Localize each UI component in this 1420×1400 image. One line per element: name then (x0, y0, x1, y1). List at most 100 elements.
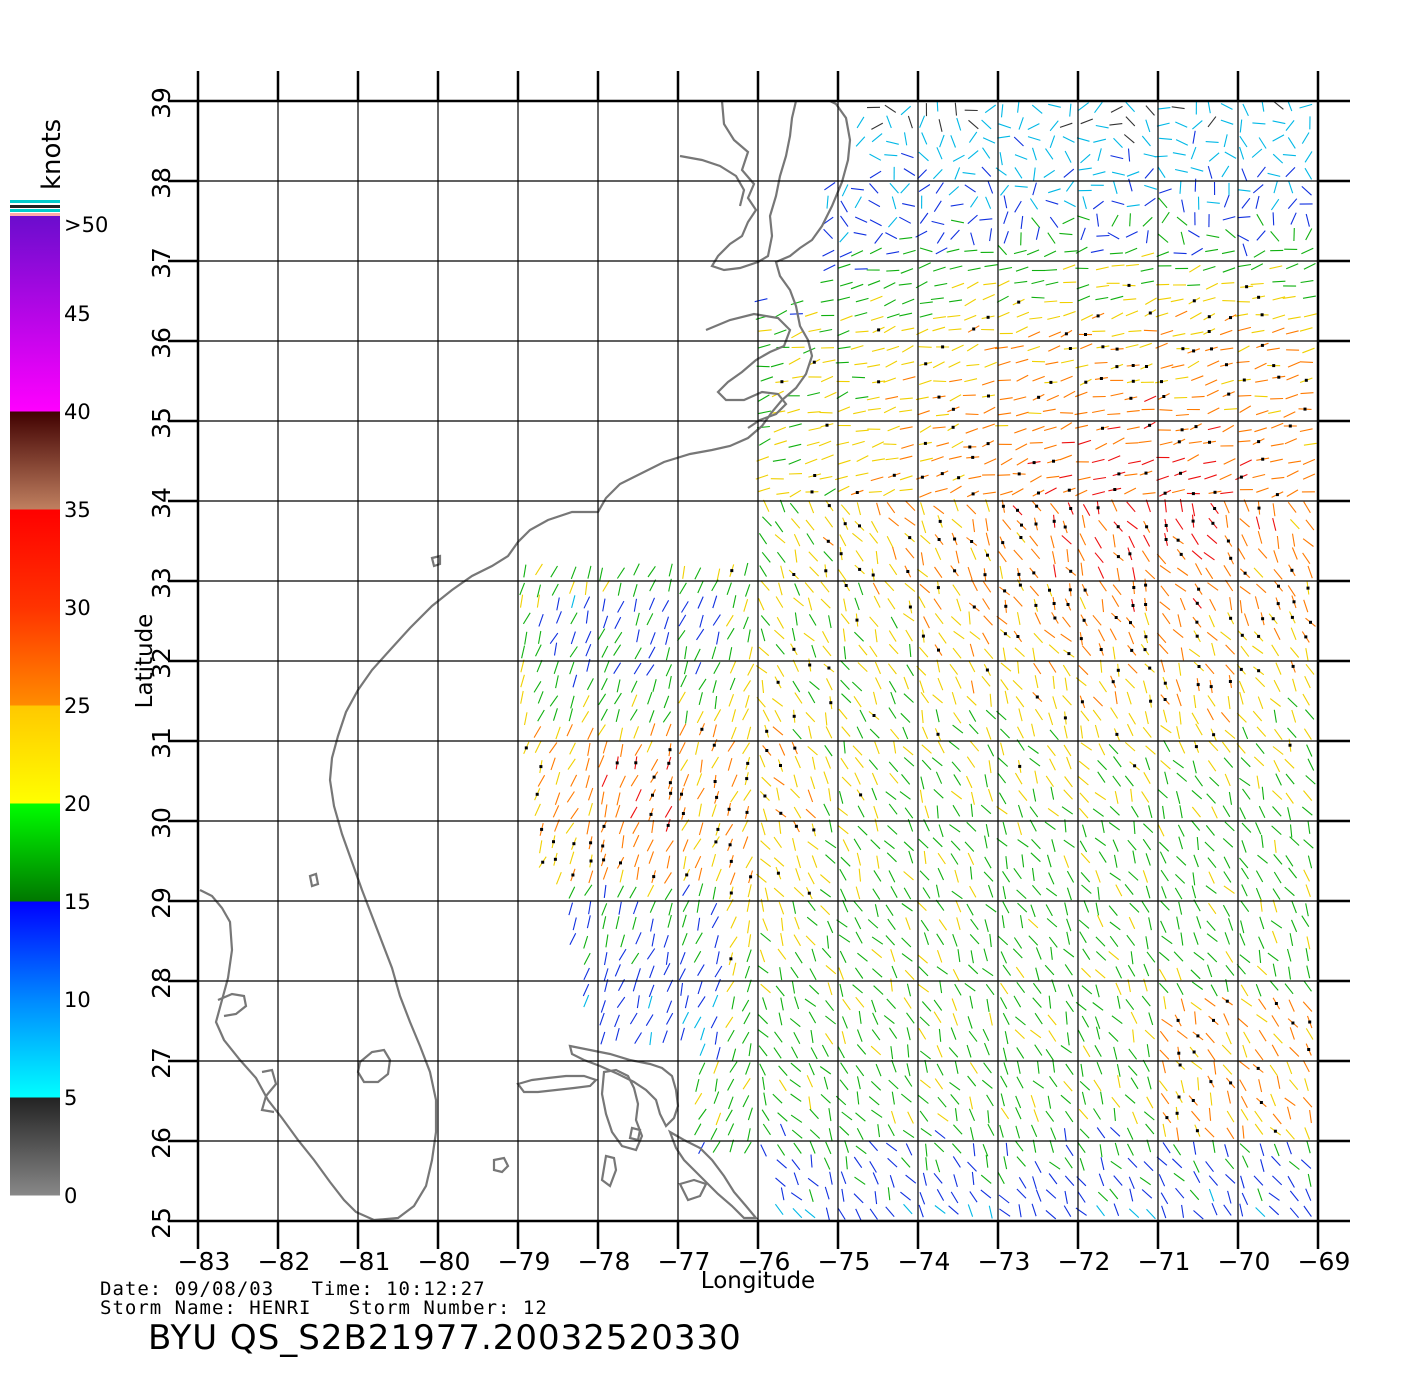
wind-barb (792, 680, 801, 693)
wind-barb (948, 361, 961, 368)
wind-barb (1065, 1000, 1074, 1013)
wind-barb (1127, 839, 1137, 851)
wind-barb (982, 147, 991, 159)
wind-barb (1269, 980, 1279, 991)
wind-barb (918, 596, 926, 609)
wind-barb (664, 872, 672, 884)
wind-barb (1094, 969, 1106, 979)
wind-barb (1111, 264, 1125, 267)
wind-barb (1191, 789, 1203, 800)
lat-tick-label: 31 (147, 727, 176, 759)
wind-barb (1211, 806, 1218, 819)
wind-barb (1014, 428, 1027, 434)
wind-barb (1091, 458, 1105, 464)
wind-barb (948, 1047, 959, 1058)
rain-flag-dot (1177, 1095, 1181, 1099)
wind-barb (1126, 691, 1132, 705)
wind-barb (1113, 1107, 1116, 1121)
wind-barb (1095, 1026, 1101, 1040)
wind-barb (1288, 180, 1294, 194)
wind-barb (1098, 519, 1108, 531)
wind-barb (1020, 215, 1024, 229)
wind-barb (1223, 1204, 1232, 1216)
wind-barb (825, 1207, 830, 1221)
wind-barb (885, 791, 897, 801)
rain-flag-dot (1160, 380, 1163, 384)
wind-barb (760, 840, 771, 850)
rain-flag-dot (1020, 523, 1023, 527)
wind-barb (933, 1172, 943, 1184)
wind-barb (1192, 130, 1196, 144)
wind-barb (552, 708, 558, 721)
wind-barb (731, 996, 735, 1010)
wind-barb (982, 632, 990, 645)
wind-barb (871, 772, 879, 786)
wind-barb (780, 997, 784, 1011)
wind-barb (1287, 697, 1298, 708)
wind-barb (725, 823, 734, 836)
wind-barb (946, 248, 960, 253)
rain-flag-dot (746, 761, 750, 765)
wind-barb (1302, 458, 1316, 466)
wind-barb (1062, 695, 1072, 706)
wind-barb (884, 299, 896, 307)
wind-barb (1272, 296, 1286, 301)
wind-barb (900, 712, 911, 723)
wind-barb (1223, 1013, 1230, 1026)
wind-barb (793, 597, 804, 607)
rain-flag-dot (615, 761, 619, 765)
rain-flag-dot (1272, 364, 1276, 368)
wind-barb (744, 562, 749, 576)
rain-flag-dot (1257, 440, 1261, 444)
rain-flag-dot (792, 714, 796, 718)
wind-barb (646, 664, 655, 676)
wind-barb (648, 646, 656, 659)
wind-barb (1016, 458, 1029, 466)
rain-flag-dot (1048, 588, 1051, 592)
wind-barb (1301, 247, 1314, 255)
wind-barb (870, 1081, 882, 1091)
wind-barb (1173, 1172, 1185, 1182)
wind-barb (1000, 184, 1010, 196)
wind-barb (1141, 791, 1150, 803)
wind-barb (1289, 824, 1293, 838)
wind-barb (1081, 1091, 1087, 1105)
wind-barb (1013, 396, 1027, 401)
rain-flag-dot (1288, 743, 1292, 747)
wind-barb (1077, 295, 1091, 302)
wind-barb (935, 709, 940, 723)
wind-barb (950, 203, 964, 207)
wind-barb (698, 678, 707, 691)
wind-barb (1288, 999, 1295, 1012)
wind-barb (1109, 628, 1117, 641)
wind-barb (1078, 1108, 1089, 1120)
wind-barb (664, 805, 673, 818)
wind-barb (1158, 297, 1172, 301)
wind-barb (1082, 196, 1087, 210)
rain-flag-dot (953, 537, 957, 541)
wind-barb (649, 965, 655, 979)
wind-barb (1044, 964, 1055, 976)
wind-barb (966, 756, 976, 768)
rain-flag-dot (1191, 492, 1195, 496)
wind-barb (1160, 900, 1170, 911)
wind-barb (534, 740, 542, 754)
wind-barb (1145, 885, 1151, 899)
wind-barb (822, 631, 830, 644)
wind-barb (1252, 473, 1266, 479)
wind-barb (956, 598, 962, 612)
wind-barb (987, 788, 994, 802)
wind-barb (918, 151, 929, 162)
wind-barb (1301, 132, 1310, 144)
wind-barb (1053, 564, 1057, 578)
wind-barb (856, 1029, 863, 1042)
wind-barb (1113, 756, 1122, 768)
wind-barb (1290, 919, 1298, 933)
wind-barb (725, 614, 734, 627)
wind-barb (1220, 119, 1234, 125)
wind-barb (983, 1062, 992, 1074)
wind-barb (1270, 920, 1283, 929)
wind-barb (825, 756, 832, 769)
wind-barb (841, 1188, 845, 1202)
wind-barb (939, 134, 945, 148)
